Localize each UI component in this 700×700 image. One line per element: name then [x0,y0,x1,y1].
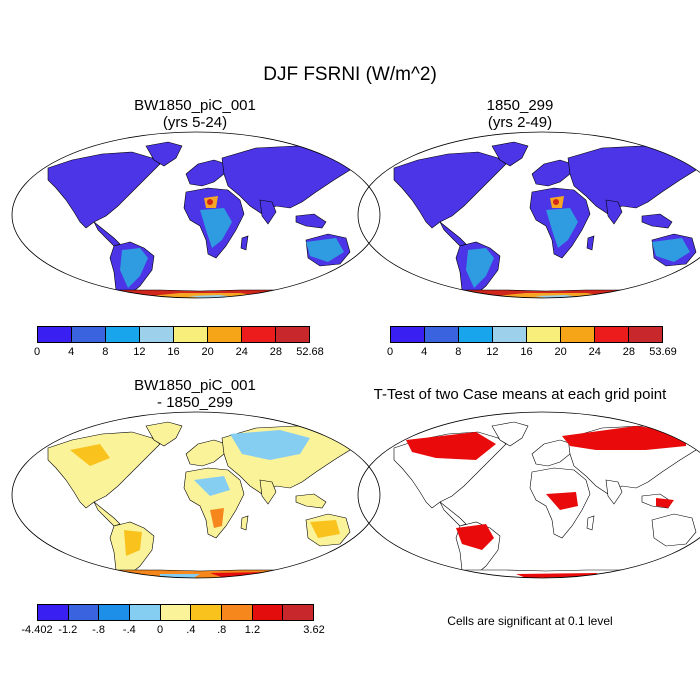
significance-note: Cells are significant at 0.1 level [447,614,613,628]
colorbar-difference [37,604,314,621]
colorbar-swatch [130,605,161,620]
colorbar-swatch [595,327,629,342]
panel-title-line1: 1850_299 [486,97,554,114]
colorbar-tick-label: 24 [588,346,601,358]
colorbar-swatch [106,327,140,342]
colorbar-tick-label: 12 [486,346,499,358]
colorbar-tick-label: 52.68 [296,346,324,358]
colorbar-tick-label: 28 [622,346,635,358]
colorbar-tick-label: 53.69 [649,346,677,358]
colorbar-swatch [72,327,106,342]
colorbar-swatch [391,327,425,342]
colorbar-swatch [493,327,527,342]
colorbar-tick-label: 0 [157,624,164,636]
map-panel-case1 [11,131,381,299]
colorbar-tick-label: 8 [455,346,462,358]
panel-title-line2: (yrs 2-49) [487,114,553,131]
panel-title-line1: BW1850_piC_001 [134,97,256,114]
colorbar-swatch [38,605,69,620]
colorbar-swatch [222,605,253,620]
panel-title-bottom-right: T-Test of two Case means at each grid po… [373,386,667,403]
colorbar-tick-label: 0 [33,346,41,358]
colorbar-tick-label: 4 [421,346,428,358]
colorbar-swatch [425,327,459,342]
colorbar-swatch [459,327,493,342]
colorbar-tick-label: 16 [520,346,533,358]
colorbar-swatch [252,605,284,620]
panel-title-line2: - 1850_299 [157,394,233,411]
figure-title: DJF FSRNI (W/m^2) [263,64,437,85]
colorbar-tick-label: 0 [386,346,394,358]
colorbar-case1 [37,326,310,343]
colorbar-swatch [68,605,100,620]
colorbar-case2 [390,326,663,343]
map-panel-ttest [357,411,700,579]
colorbar-swatch [629,327,662,342]
colorbar-swatch [527,327,561,342]
colorbar-tick-label: -4.402 [21,624,53,636]
colorbar-swatch [99,605,131,620]
panel-title-line2: (yrs 5-24) [162,114,228,131]
map-panel-case2 [357,131,700,299]
panel-title-top-right: 1850_299 (yrs 2-49) [365,97,675,131]
colorbar-tick-label: 12 [133,346,146,358]
panel-title-top-left: BW1850_piC_001 (yrs 5-24) [40,97,350,131]
colorbar-tick-label: .8 [217,624,227,636]
colorbar-case2-labels: 0 4 8 12 16 20 24 28 53.69 [386,346,677,360]
colorbar-tick-label: 3.62 [303,624,325,636]
colorbar-tick-label: .4 [186,624,196,636]
colorbar-difference-labels: -4.402 -1.2 -.8 -.4 0 .4 .8 1.2 3.62 [21,624,324,638]
colorbar-swatch [283,605,314,620]
colorbar-tick-label: -.8 [92,624,105,636]
colorbar-tick-label: 4 [68,346,75,358]
colorbar-swatch [276,327,309,342]
colorbar-swatch [208,327,242,342]
panel-title-line1: BW1850_piC_001 [134,377,256,394]
colorbar-swatch [160,605,192,620]
colorbar-tick-label: 1.2 [244,624,261,636]
colorbar-swatch [561,327,595,342]
colorbar-tick-label: -1.2 [58,624,78,636]
colorbar-tick-label: 8 [102,346,109,358]
colorbar-tick-label: 20 [554,346,567,358]
colorbar-swatch [191,605,223,620]
panel-title-bottom-left: BW1850_piC_001 - 1850_299 [40,377,350,411]
map-panel-difference [11,411,381,579]
colorbar-tick-label: 28 [269,346,282,358]
colorbar-case1-labels: 0 4 8 12 16 20 24 28 52.68 [33,346,324,360]
colorbar-swatch [174,327,208,342]
colorbar-tick-label: 20 [201,346,214,358]
colorbar-tick-label: 24 [235,346,248,358]
colorbar-tick-label: -.4 [122,624,136,636]
colorbar-swatch [242,327,276,342]
colorbar-swatch [140,327,174,342]
colorbar-swatch [38,327,72,342]
colorbar-tick-label: 16 [167,346,180,358]
